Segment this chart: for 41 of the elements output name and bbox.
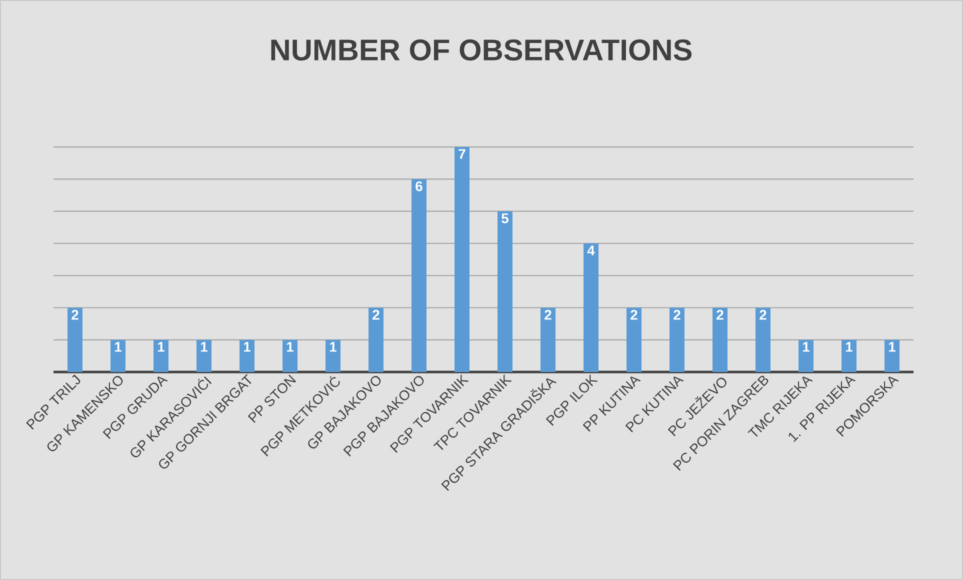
data-label: 1 — [158, 342, 164, 352]
data-label: 1 — [244, 342, 250, 352]
bar — [540, 308, 556, 372]
data-label: 7 — [458, 149, 466, 159]
data-label: 2 — [760, 310, 766, 320]
bar — [412, 179, 427, 372]
bar — [712, 308, 728, 372]
bar — [240, 340, 255, 372]
data-label: 1 — [201, 342, 208, 352]
data-label: 2 — [72, 310, 78, 320]
bar — [454, 146, 470, 372]
bar — [326, 340, 341, 372]
data-label: 1 — [889, 342, 896, 352]
bar — [798, 340, 814, 372]
data-label: 1 — [803, 342, 810, 352]
data-label: 1 — [287, 342, 294, 352]
data-label: 2 — [716, 310, 724, 320]
bar — [68, 308, 82, 372]
data-label: 1 — [846, 342, 853, 352]
chart-title: NUMBER OF OBSERVATIONS — [271, 39, 692, 61]
data-label: 4 — [587, 246, 595, 256]
data-label: 1 — [330, 342, 336, 352]
data-label: 2 — [674, 310, 680, 320]
data-label: 5 — [502, 213, 508, 224]
data-label: 2 — [544, 310, 552, 320]
bar — [282, 340, 298, 372]
data-label: 1 — [114, 342, 122, 352]
bar — [842, 340, 857, 372]
bar — [498, 211, 513, 372]
bar — [884, 340, 900, 372]
bar — [196, 340, 212, 372]
bar — [626, 308, 642, 372]
bar — [110, 340, 126, 372]
bar — [584, 243, 599, 372]
data-label: 2 — [372, 310, 380, 320]
bar — [154, 340, 168, 372]
bar — [756, 308, 771, 372]
data-label: 6 — [416, 181, 422, 192]
bar — [670, 308, 685, 372]
data-label: 2 — [630, 310, 638, 320]
bar — [368, 308, 384, 372]
